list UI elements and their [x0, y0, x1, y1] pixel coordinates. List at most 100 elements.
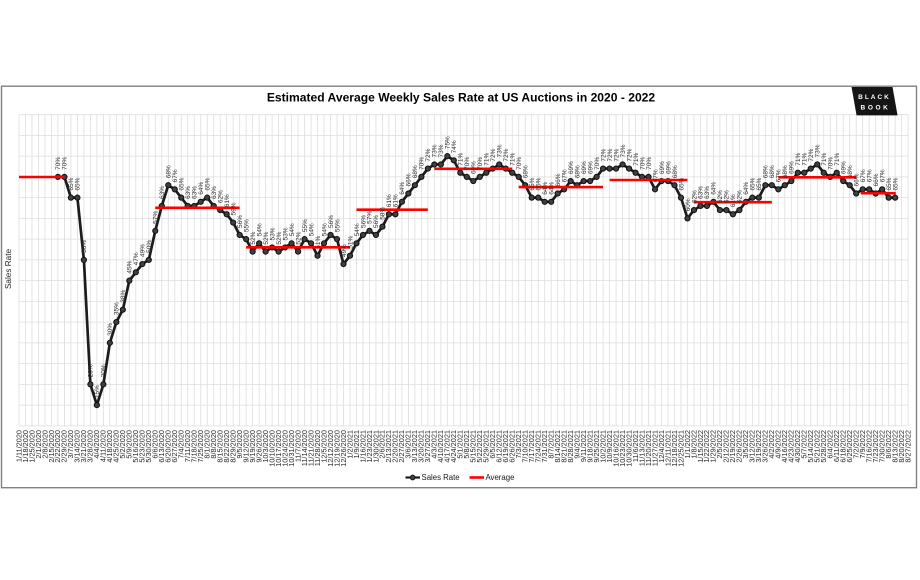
svg-text:30%: 30% [107, 323, 114, 336]
svg-text:2/1/2020: 2/1/2020 [34, 430, 43, 459]
svg-text:10/3/2020: 10/3/2020 [261, 430, 270, 463]
svg-text:47%: 47% [133, 252, 140, 265]
svg-text:35%: 35% [114, 302, 121, 315]
svg-text:4/10/2021: 4/10/2021 [436, 430, 445, 463]
svg-text:54%: 54% [354, 223, 361, 236]
svg-text:8/29/2020: 8/29/2020 [228, 430, 237, 463]
svg-text:63%: 63% [159, 186, 166, 199]
svg-text:72%: 72% [503, 148, 510, 161]
svg-text:8/7/2021: 8/7/2021 [546, 430, 555, 459]
svg-text:10/10/2020: 10/10/2020 [267, 430, 276, 467]
svg-text:60%: 60% [685, 198, 692, 211]
svg-text:67%: 67% [879, 169, 886, 182]
svg-text:12/19/2020: 12/19/2020 [332, 430, 341, 467]
svg-text:9/19/2020: 9/19/2020 [248, 430, 257, 463]
svg-text:4/9/2022: 4/9/2022 [774, 430, 783, 459]
svg-text:64%: 64% [399, 182, 406, 195]
svg-text:65%: 65% [750, 177, 757, 190]
svg-text:3/21/2020: 3/21/2020 [79, 430, 88, 463]
svg-text:1/1/2022: 1/1/2022 [683, 430, 692, 459]
svg-text:68%: 68% [523, 165, 530, 178]
svg-text:61%: 61% [730, 194, 737, 207]
svg-text:7/25/2020: 7/25/2020 [196, 430, 205, 463]
svg-text:3/6/2021: 3/6/2021 [404, 430, 413, 459]
svg-text:73%: 73% [815, 144, 822, 157]
svg-text:9/26/2020: 9/26/2020 [254, 430, 263, 463]
svg-text:71%: 71% [633, 153, 640, 166]
svg-text:2/5/2022: 2/5/2022 [715, 430, 724, 459]
svg-text:1/25/2020: 1/25/2020 [27, 430, 36, 463]
svg-text:65%: 65% [886, 177, 893, 190]
svg-text:3/7/2020: 3/7/2020 [66, 430, 75, 459]
svg-text:3/20/2021: 3/20/2021 [417, 430, 426, 463]
svg-text:66%: 66% [873, 173, 880, 186]
svg-text:4/16/2022: 4/16/2022 [780, 430, 789, 463]
svg-text:3/14/2020: 3/14/2020 [73, 430, 82, 463]
svg-text:6/20/2020: 6/20/2020 [164, 430, 173, 463]
svg-text:6/27/2020: 6/27/2020 [170, 430, 179, 463]
svg-text:65%: 65% [678, 177, 685, 190]
svg-text:4/18/2020: 4/18/2020 [105, 430, 114, 463]
svg-text:71%: 71% [795, 153, 802, 166]
svg-text:69%: 69% [659, 161, 666, 174]
svg-text:69%: 69% [665, 161, 672, 174]
svg-text:64%: 64% [711, 182, 718, 195]
svg-text:73%: 73% [497, 144, 504, 157]
svg-text:52%: 52% [295, 231, 302, 244]
svg-text:2/13/2021: 2/13/2021 [384, 430, 393, 463]
svg-text:61%: 61% [224, 194, 231, 207]
svg-text:5/1/2021: 5/1/2021 [456, 430, 465, 459]
svg-text:69%: 69% [568, 161, 575, 174]
svg-text:70%: 70% [477, 157, 484, 170]
svg-text:1/29/2022: 1/29/2022 [709, 430, 718, 463]
svg-text:69%: 69% [587, 161, 594, 174]
svg-text:52%: 52% [276, 231, 283, 244]
svg-text:62%: 62% [691, 190, 698, 203]
svg-text:5/29/2021: 5/29/2021 [482, 430, 491, 463]
svg-text:3/27/2021: 3/27/2021 [423, 430, 432, 463]
svg-text:12/5/2020: 12/5/2020 [319, 430, 328, 463]
svg-text:5/2/2020: 5/2/2020 [118, 430, 127, 459]
svg-text:59%: 59% [230, 202, 237, 215]
svg-text:67%: 67% [860, 169, 867, 182]
svg-text:10/31/2020: 10/31/2020 [287, 430, 296, 467]
svg-text:5/16/2020: 5/16/2020 [131, 430, 140, 463]
svg-text:63%: 63% [704, 186, 711, 199]
svg-text:65%: 65% [68, 177, 75, 190]
svg-text:BLACK: BLACK [858, 94, 891, 101]
svg-text:75%: 75% [445, 136, 452, 149]
svg-text:10/30/2021: 10/30/2021 [624, 430, 633, 467]
svg-text:1/16/2021: 1/16/2021 [358, 430, 367, 463]
svg-text:2/27/2021: 2/27/2021 [397, 430, 406, 463]
svg-text:6/26/2021: 6/26/2021 [508, 430, 517, 463]
svg-text:51%: 51% [315, 236, 322, 249]
svg-text:67%: 67% [172, 169, 179, 182]
svg-text:8/20/2022: 8/20/2022 [897, 430, 906, 463]
svg-text:7/18/2020: 7/18/2020 [190, 430, 199, 463]
svg-text:62%: 62% [724, 190, 731, 203]
svg-text:6/6/2020: 6/6/2020 [151, 430, 160, 459]
svg-text:5/9/2020: 5/9/2020 [125, 430, 134, 459]
svg-text:55%: 55% [334, 219, 341, 232]
svg-text:7/31/2021: 7/31/2021 [540, 430, 549, 463]
svg-text:64%: 64% [542, 182, 549, 195]
svg-text:70%: 70% [646, 157, 653, 170]
svg-text:12/18/2021: 12/18/2021 [670, 430, 679, 467]
svg-text:5/30/2020: 5/30/2020 [144, 430, 153, 463]
svg-text:Sales Rate: Sales Rate [4, 249, 13, 289]
svg-text:11/20/2021: 11/20/2021 [644, 430, 653, 466]
svg-text:73%: 73% [432, 144, 439, 157]
svg-text:8/13/2022: 8/13/2022 [890, 430, 899, 463]
svg-text:4/4/2020: 4/4/2020 [92, 430, 101, 459]
svg-text:12/4/2021: 12/4/2021 [657, 430, 666, 463]
svg-text:56%: 56% [328, 215, 335, 228]
svg-text:9/4/2021: 9/4/2021 [572, 430, 581, 459]
svg-text:7/30/2022: 7/30/2022 [877, 430, 886, 463]
svg-text:2/19/2022: 2/19/2022 [728, 430, 737, 463]
svg-text:72%: 72% [425, 148, 432, 161]
svg-text:65%: 65% [892, 177, 899, 190]
svg-text:63%: 63% [211, 186, 218, 199]
svg-text:69%: 69% [581, 161, 588, 174]
svg-text:10/23/2021: 10/23/2021 [618, 430, 627, 467]
svg-text:7/24/2021: 7/24/2021 [534, 430, 543, 463]
